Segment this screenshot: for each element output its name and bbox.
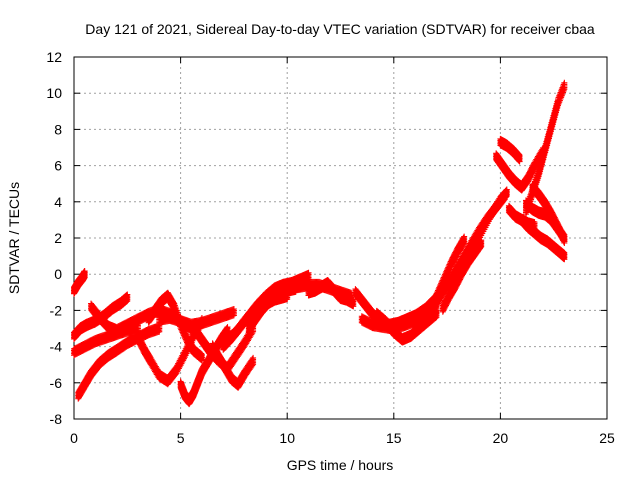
- x-tick-label: 20: [493, 430, 509, 446]
- x-tick-label: 25: [599, 430, 615, 446]
- y-tick-label: 12: [46, 49, 62, 65]
- y-tick-label: 4: [54, 194, 62, 210]
- y-tick-label: 2: [54, 230, 62, 246]
- axis-ticks: [73, 56, 608, 420]
- x-tick-label: 5: [177, 430, 185, 446]
- x-tick-label: 10: [279, 430, 295, 446]
- x-tick-label: 15: [386, 430, 402, 446]
- y-tick-label: 0: [54, 266, 62, 282]
- y-tick-label: 6: [54, 158, 62, 174]
- series-arc-1: [71, 268, 88, 297]
- data-points: [71, 79, 568, 408]
- y-tick-label: -6: [50, 375, 63, 391]
- series-arc-2: [71, 291, 131, 342]
- y-tick-label: -4: [50, 339, 63, 355]
- data-point: [81, 274, 88, 281]
- y-tick-label: 8: [54, 121, 62, 137]
- y-tick-labels: -8 -6 -4 -2 0 2 4 6 8 10 12: [46, 49, 62, 427]
- y-tick-label: -8: [50, 411, 63, 427]
- data-point: [156, 328, 163, 335]
- series-arc-4: [71, 322, 141, 359]
- x-tick-labels: 0 5 10 15 20 25: [70, 430, 615, 446]
- data-point: [124, 297, 131, 304]
- series-arc-3: [75, 322, 163, 402]
- grid: [74, 57, 607, 419]
- y-tick-label: 10: [46, 85, 62, 101]
- x-tick-label: 0: [70, 430, 78, 446]
- y-tick-label: -2: [50, 302, 63, 318]
